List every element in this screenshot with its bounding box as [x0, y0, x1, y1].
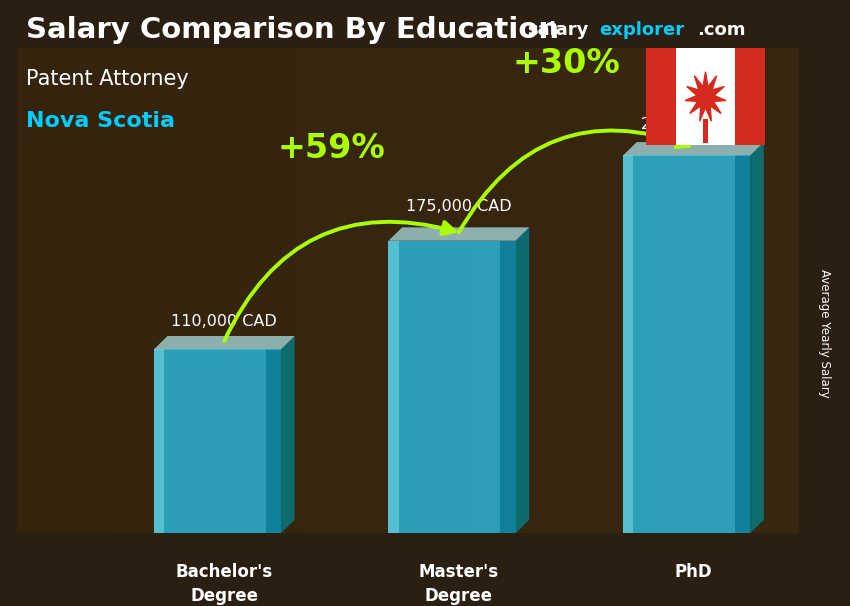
Text: +59%: +59%: [278, 132, 386, 165]
Polygon shape: [154, 350, 164, 533]
Bar: [646, 48, 676, 145]
Polygon shape: [501, 241, 515, 533]
Text: Average Yearly Salary: Average Yearly Salary: [818, 269, 831, 398]
Bar: [735, 48, 765, 145]
Polygon shape: [388, 227, 530, 241]
Polygon shape: [750, 142, 764, 533]
Polygon shape: [266, 350, 280, 533]
Polygon shape: [685, 72, 726, 121]
Polygon shape: [154, 336, 295, 350]
Text: 110,000 CAD: 110,000 CAD: [172, 315, 277, 329]
Polygon shape: [623, 156, 750, 533]
Text: Master's
Degree: Master's Degree: [419, 564, 499, 605]
Polygon shape: [623, 156, 633, 533]
Text: explorer: explorer: [599, 21, 684, 39]
Text: PhD: PhD: [675, 564, 712, 581]
Text: 226,000 CAD: 226,000 CAD: [641, 117, 746, 132]
Polygon shape: [515, 227, 530, 533]
Polygon shape: [154, 350, 280, 533]
Text: salary: salary: [527, 21, 588, 39]
Text: Nova Scotia: Nova Scotia: [26, 111, 174, 132]
Text: 175,000 CAD: 175,000 CAD: [406, 199, 512, 214]
Text: Bachelor's
Degree: Bachelor's Degree: [176, 564, 273, 605]
Text: .com: .com: [697, 21, 745, 39]
Text: Patent Attorney: Patent Attorney: [26, 68, 188, 89]
Polygon shape: [280, 336, 295, 533]
Polygon shape: [623, 142, 764, 156]
Text: +30%: +30%: [513, 47, 620, 80]
Bar: [703, 119, 708, 143]
Polygon shape: [388, 241, 399, 533]
Text: Salary Comparison By Education: Salary Comparison By Education: [26, 16, 558, 44]
Polygon shape: [388, 241, 515, 533]
Polygon shape: [735, 156, 750, 533]
